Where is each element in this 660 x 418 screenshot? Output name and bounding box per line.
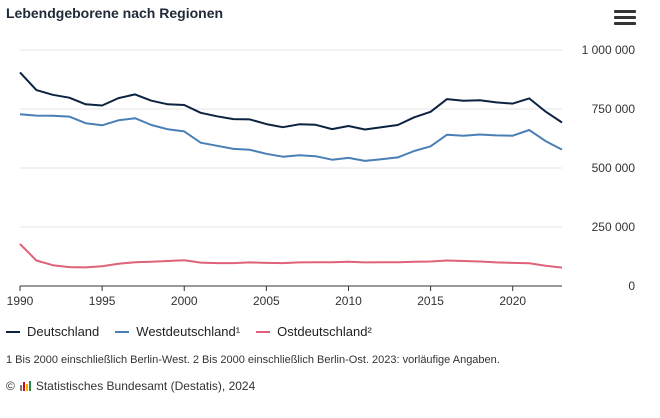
legend-label: Westdeutschland¹ bbox=[136, 324, 241, 339]
legend-item-0[interactable]: Deutschland bbox=[6, 324, 99, 339]
legend-label: Ostdeutschland² bbox=[277, 324, 372, 339]
x-tick-label: 2015 bbox=[417, 294, 444, 308]
legend: Deutschland Westdeutschland¹ Ostdeutschlan… bbox=[6, 324, 372, 339]
legend-item-2[interactable]: Ostdeutschland² bbox=[256, 324, 372, 339]
copyright-symbol: © bbox=[6, 379, 15, 393]
y-tick-label: 750 000 bbox=[592, 102, 636, 116]
footnote: 1 Bis 2000 einschließlich Berlin-West. 2… bbox=[6, 354, 500, 366]
y-tick-label: 0 bbox=[628, 279, 635, 293]
x-tick-label: 2000 bbox=[171, 294, 198, 308]
hamburger-menu-icon[interactable] bbox=[614, 10, 636, 28]
legend-swatch bbox=[115, 330, 130, 333]
chart-title: Lebendgeborene nach Regionen bbox=[6, 5, 224, 21]
x-tick-label: 1990 bbox=[7, 294, 34, 308]
line-chart: 0 250 000 500 000 750 000 1 000 000 1990 1995… bbox=[7, 43, 636, 308]
series-line-2[interactable] bbox=[19, 243, 563, 269]
logo-bar bbox=[25, 384, 28, 391]
x-tick-label: 1995 bbox=[89, 294, 116, 308]
legend-swatch bbox=[256, 330, 271, 333]
y-axis: 0 250 000 500 000 750 000 1 000 000 bbox=[582, 43, 636, 293]
x-tick-label: 2005 bbox=[253, 294, 280, 308]
y-tick-label: 1 000 000 bbox=[582, 43, 636, 57]
logo-bar bbox=[22, 382, 25, 391]
grid-lines bbox=[20, 49, 562, 287]
y-tick-label: 500 000 bbox=[592, 161, 636, 175]
x-axis: 1990 1995 2000 2005 2010 2015 2020 bbox=[7, 286, 526, 308]
destatis-logo-icon bbox=[19, 381, 31, 391]
legend-swatch bbox=[6, 330, 20, 333]
y-tick-label: 250 000 bbox=[592, 220, 636, 234]
series-line-0[interactable] bbox=[19, 71, 563, 131]
x-tick-label: 2020 bbox=[499, 294, 526, 308]
source-credit: © Statistisches Bundesamt (Destatis), 20… bbox=[6, 379, 255, 393]
logo-bar bbox=[19, 385, 22, 391]
x-tick-label: 2010 bbox=[335, 294, 362, 308]
legend-item-1[interactable]: Westdeutschland¹ bbox=[115, 324, 240, 339]
series-lines bbox=[19, 71, 563, 269]
source-text: Statistisches Bundesamt (Destatis), 2024 bbox=[35, 379, 256, 393]
series-line-1[interactable] bbox=[19, 113, 563, 162]
logo-bar bbox=[28, 381, 31, 391]
legend-label: Deutschland bbox=[27, 324, 100, 339]
